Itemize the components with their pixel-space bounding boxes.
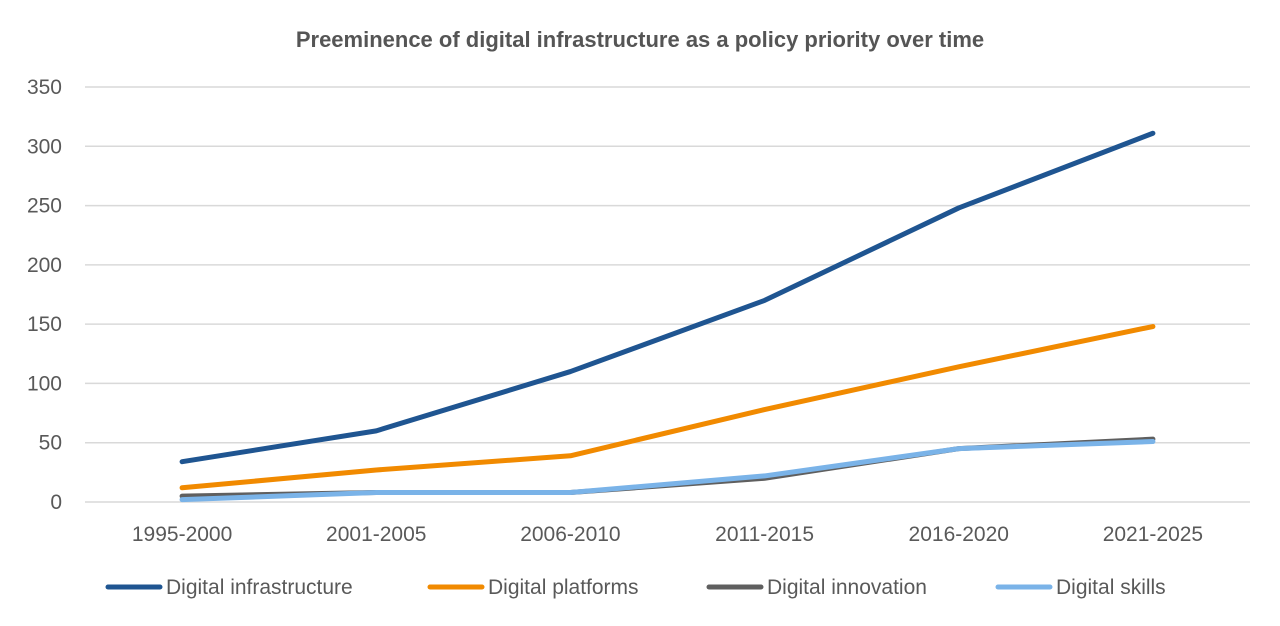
x-tick-label: 2021-2025	[1103, 523, 1203, 546]
y-tick-label: 200	[27, 254, 62, 277]
series-line-digital-infrastructure	[179, 130, 1156, 465]
x-tick-label: 2001-2005	[326, 523, 426, 546]
y-tick-label: 300	[27, 135, 62, 158]
y-tick-label: 350	[27, 76, 62, 99]
legend-label: Digital skills	[1056, 576, 1166, 599]
legend-label: Digital innovation	[767, 576, 927, 599]
y-tick-label: 0	[50, 491, 62, 514]
x-tick-label: 2011-2015	[715, 523, 814, 546]
y-tick-label: 250	[27, 195, 62, 218]
chart-title: Preeminence of digital infrastructure as…	[296, 27, 984, 52]
x-tick-label: 1995-2000	[132, 523, 232, 546]
y-tick-label: 100	[27, 372, 62, 395]
y-tick-label: 150	[27, 313, 62, 336]
x-tick-label: 2006-2010	[520, 523, 620, 546]
y-tick-label: 50	[39, 432, 62, 455]
series-line-digital-skills	[179, 439, 1156, 503]
legend-label: Digital infrastructure	[166, 576, 353, 599]
legend-label: Digital platforms	[488, 576, 639, 599]
x-tick-label: 2016-2020	[909, 523, 1009, 546]
series-line-digital-platforms	[179, 324, 1156, 491]
